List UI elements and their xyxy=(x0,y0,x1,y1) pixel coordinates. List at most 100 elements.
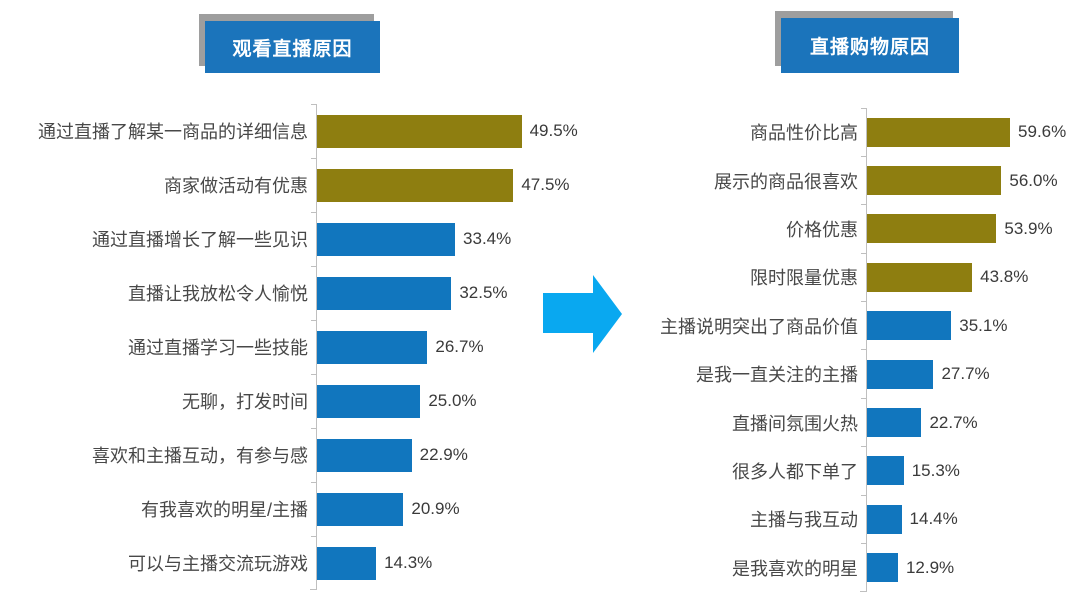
bar xyxy=(867,553,898,583)
left-chart-title-text: 观看直播原因 xyxy=(232,38,353,60)
bar-track: 27.7% xyxy=(861,349,1023,399)
value-label: 20.9% xyxy=(411,499,460,518)
bar-track: 32.5% xyxy=(311,265,627,320)
category-label: 商品性价比高 xyxy=(750,123,858,144)
bar xyxy=(317,492,404,526)
watch-reasons-bar-chart: 通过直播了解某一商品的详细信息 49.5% 商家做活动有优惠 47.5% 通过直播增长了… xyxy=(30,103,627,590)
bar-track: 35.1% xyxy=(861,301,1023,350)
bar-row: 主播说明突出了商品价值 35.1% xyxy=(655,301,1023,350)
value-label: 32.5% xyxy=(459,283,508,302)
value-label: 14.4% xyxy=(909,509,958,529)
bar-track: 33.4% xyxy=(311,211,627,266)
bar-track: 15.3% xyxy=(861,446,1023,496)
category-label: 展示的商品很喜欢 xyxy=(714,171,858,192)
bar xyxy=(317,222,456,256)
right-arrow-shape xyxy=(543,275,622,353)
left-chart-title: 观看直播原因 xyxy=(205,21,380,73)
bar xyxy=(867,166,1002,196)
category-label: 是我喜欢的明星 xyxy=(732,558,858,579)
category-label: 是我一直关注的主播 xyxy=(696,365,858,386)
bar-track: 14.3% xyxy=(311,535,627,590)
value-label: 49.5% xyxy=(529,121,578,140)
bar-track: 43.8% xyxy=(861,252,1028,302)
bar-row: 有我喜欢的明星/主播 20.9% xyxy=(30,481,627,536)
value-label: 47.5% xyxy=(521,175,570,194)
bar-row: 可以与主播交流玩游戏 14.3% xyxy=(30,535,627,590)
value-label: 14.3% xyxy=(384,553,433,572)
bar-row: 价格优惠 53.9% xyxy=(655,204,1053,254)
bar-track: 20.9% xyxy=(311,481,627,536)
value-label: 33.4% xyxy=(463,229,512,248)
category-label: 可以与主播交流玩游戏 xyxy=(128,554,308,574)
bar xyxy=(317,276,452,310)
category-label: 直播间氛围火热 xyxy=(732,413,858,434)
bar xyxy=(317,384,421,418)
bar xyxy=(867,456,904,486)
bar xyxy=(867,408,922,438)
bar-track: 53.9% xyxy=(861,204,1053,254)
category-label: 通过直播增长了解一些见识 xyxy=(92,230,308,250)
right-chart-title: 直播购物原因 xyxy=(781,18,959,73)
category-label: 通过直播了解某一商品的详细信息 xyxy=(38,122,308,142)
bar-row: 无聊，打发时间 25.0% xyxy=(30,373,627,428)
bar-row: 直播间氛围火热 22.7% xyxy=(655,397,1023,447)
category-label: 喜欢和主播互动，有参与感 xyxy=(92,446,308,466)
bar-row: 展示的商品很喜欢 56.0% xyxy=(655,155,1058,205)
bar xyxy=(317,330,428,364)
bar-row: 是我喜欢的明星 12.9% xyxy=(655,543,1023,592)
bar-row: 是我一直关注的主播 27.7% xyxy=(655,349,1023,399)
category-label: 有我喜欢的明星/主播 xyxy=(140,500,308,520)
category-label: 主播与我互动 xyxy=(750,510,858,531)
value-label: 22.7% xyxy=(929,412,978,432)
value-label: 12.9% xyxy=(905,557,955,577)
bar-track: 25.0% xyxy=(311,373,627,428)
bar-track: 22.9% xyxy=(311,427,627,482)
bar xyxy=(867,504,902,534)
value-label: 53.9% xyxy=(1004,218,1053,238)
category-label: 很多人都下单了 xyxy=(732,461,858,482)
bar-row: 很多人都下单了 15.3% xyxy=(655,446,1023,496)
category-label: 主播说明突出了商品价值 xyxy=(660,316,858,337)
bar-track: 47.5% xyxy=(311,157,627,212)
bar xyxy=(867,262,973,292)
value-label: 27.7% xyxy=(941,364,990,384)
value-label: 59.6% xyxy=(1018,122,1067,142)
bar-row: 主播与我互动 14.4% xyxy=(655,494,1023,544)
right-chart-title-text: 直播购物原因 xyxy=(809,37,930,58)
value-label: 22.9% xyxy=(419,445,468,464)
bar-track: 14.4% xyxy=(861,494,1023,544)
bar xyxy=(867,311,952,341)
bar-row: 商家做活动有优惠 47.5% xyxy=(30,157,627,212)
bar-row: 限时限量优惠 43.8% xyxy=(655,252,1028,302)
bar-row: 直播让我放松令人愉悦 32.5% xyxy=(30,265,627,320)
category-label: 价格优惠 xyxy=(786,219,858,240)
category-label: 通过直播学习一些技能 xyxy=(128,338,308,358)
shopping-reasons-bar-chart: 商品性价比高 59.6% 展示的商品很喜欢 56.0% 价格优惠 53.9% 限时限量优惠 4… xyxy=(655,107,1066,592)
bar-row: 通过直播增长了解一些见识 33.4% xyxy=(30,211,627,266)
bar-track: 56.0% xyxy=(861,155,1058,205)
value-label: 26.7% xyxy=(435,337,484,356)
category-label: 商家做活动有优惠 xyxy=(164,176,308,196)
bar xyxy=(317,168,514,202)
category-label: 限时限量优惠 xyxy=(750,268,858,289)
bar-track: 49.5% xyxy=(311,103,627,158)
category-label: 无聊，打发时间 xyxy=(182,392,308,412)
bar-track: 26.7% xyxy=(311,319,627,374)
bar-row: 通过直播了解某一商品的详细信息 49.5% xyxy=(30,103,627,158)
bar xyxy=(867,359,934,389)
bar xyxy=(317,114,522,148)
bar xyxy=(317,438,412,472)
value-label: 15.3% xyxy=(911,460,960,480)
bar-track: 22.7% xyxy=(861,397,1023,447)
value-label: 35.1% xyxy=(959,315,1008,335)
bar xyxy=(867,214,997,244)
bar xyxy=(867,117,1011,147)
bar-row: 通过直播学习一些技能 26.7% xyxy=(30,319,627,374)
value-label: 25.0% xyxy=(428,391,477,410)
bar-track: 59.6% xyxy=(861,107,1066,157)
right-arrow-icon xyxy=(543,275,622,353)
value-label: 43.8% xyxy=(980,267,1029,287)
bar-row: 商品性价比高 59.6% xyxy=(655,107,1066,157)
category-label: 直播让我放松令人愉悦 xyxy=(128,284,308,304)
